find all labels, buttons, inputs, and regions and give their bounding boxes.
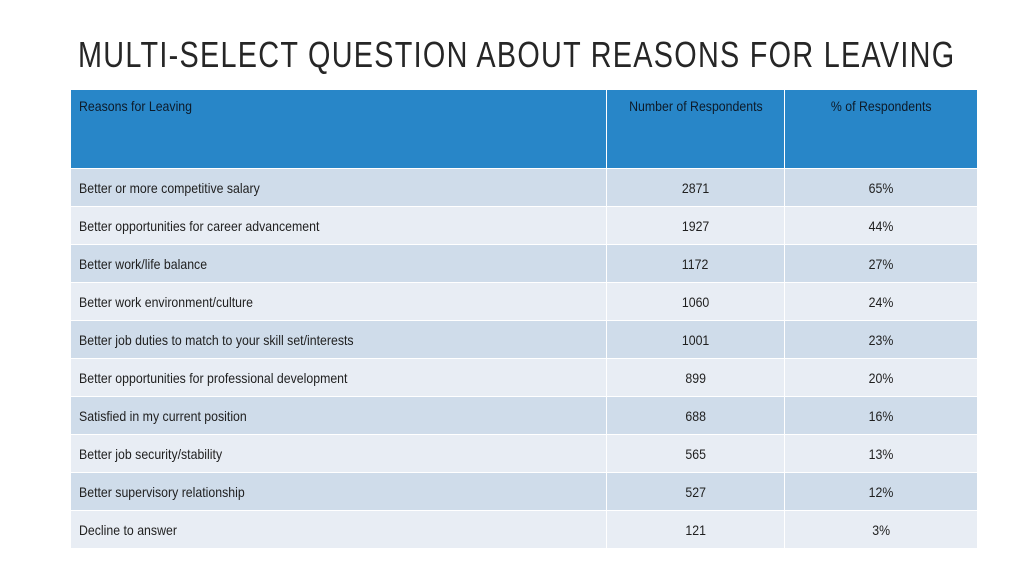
percent-cell: 24%	[784, 282, 978, 321]
header-number: Number of Respondents	[606, 89, 785, 169]
count-cell: 1060	[606, 282, 785, 321]
count-cell: 1927	[606, 206, 785, 245]
count-cell: 121	[606, 510, 785, 549]
table-row: Better job duties to match to your skill…	[70, 320, 978, 359]
header-reasons: Reasons for Leaving	[70, 89, 607, 169]
percent-cell: 65%	[784, 168, 978, 207]
reason-cell: Satisfied in my current position	[70, 396, 607, 435]
reason-cell: Decline to answer	[70, 510, 607, 549]
table-row: Better opportunities for career advancem…	[70, 206, 978, 245]
percent-cell: 23%	[784, 320, 978, 359]
count-cell: 899	[606, 358, 785, 397]
reason-cell: Better supervisory relationship	[70, 472, 607, 511]
table-row: Better work environment/culture 1060 24%	[70, 282, 978, 321]
table-row: Better job security/stability 565 13%	[70, 434, 978, 473]
table-row: Better work/life balance 1172 27%	[70, 244, 978, 283]
count-cell: 1001	[606, 320, 785, 359]
percent-cell: 27%	[784, 244, 978, 283]
slide-title: MULTI-SELECT QUESTION ABOUT REASONS FOR …	[78, 34, 956, 75]
table-row: Satisfied in my current position 688 16%	[70, 396, 978, 435]
percent-cell: 16%	[784, 396, 978, 435]
count-cell: 2871	[606, 168, 785, 207]
count-cell: 688	[606, 396, 785, 435]
reason-cell: Better job security/stability	[70, 434, 607, 473]
header-percent: % of Respondents	[784, 89, 978, 169]
reason-cell: Better opportunities for professional de…	[70, 358, 607, 397]
percent-cell: 44%	[784, 206, 978, 245]
count-cell: 1172	[606, 244, 785, 283]
reasons-table: Reasons for Leaving Number of Respondent…	[70, 89, 978, 549]
percent-cell: 13%	[784, 434, 978, 473]
reason-cell: Better job duties to match to your skill…	[70, 320, 607, 359]
table-row: Better or more competitive salary 2871 65%	[70, 168, 978, 207]
percent-cell: 12%	[784, 472, 978, 511]
reason-cell: Better opportunities for career advancem…	[70, 206, 607, 245]
reason-cell: Better work environment/culture	[70, 282, 607, 321]
table-row: Better opportunities for professional de…	[70, 358, 978, 397]
table-header-row: Reasons for Leaving Number of Respondent…	[70, 89, 978, 169]
table-row: Decline to answer 121 3%	[70, 510, 978, 549]
table-row: Better supervisory relationship 527 12%	[70, 472, 978, 511]
reason-cell: Better or more competitive salary	[70, 168, 607, 207]
count-cell: 527	[606, 472, 785, 511]
percent-cell: 3%	[784, 510, 978, 549]
percent-cell: 20%	[784, 358, 978, 397]
count-cell: 565	[606, 434, 785, 473]
reason-cell: Better work/life balance	[70, 244, 607, 283]
